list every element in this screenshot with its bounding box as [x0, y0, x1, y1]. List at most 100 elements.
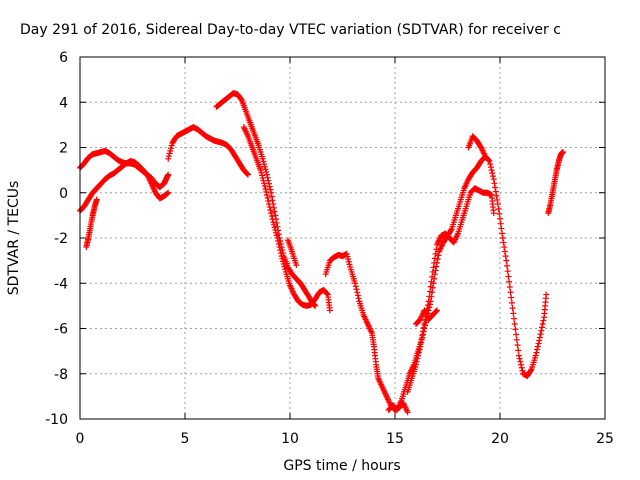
data-point — [537, 331, 544, 338]
data-point — [497, 215, 503, 222]
data-point — [510, 310, 517, 317]
data-point — [273, 232, 280, 239]
data-point — [429, 273, 436, 280]
data-point — [345, 256, 352, 263]
data-point — [345, 258, 352, 265]
data-point — [269, 197, 276, 204]
y-tick-label: -6 — [54, 322, 68, 338]
data-point — [507, 289, 514, 296]
y-tick-label: -2 — [54, 231, 68, 247]
data-point — [488, 167, 495, 174]
data-point — [414, 355, 421, 362]
data-point — [265, 198, 272, 205]
data-point — [258, 169, 265, 176]
data-point — [404, 409, 411, 416]
y-tick-label: -10 — [45, 412, 68, 428]
data-point — [280, 258, 286, 265]
data-point — [274, 235, 281, 241]
data-point — [354, 292, 361, 299]
data-point — [413, 361, 419, 368]
data-point — [428, 278, 435, 285]
data-series-6 — [240, 124, 333, 314]
x-tick-label: 15 — [386, 431, 404, 447]
data-point — [532, 352, 539, 359]
data-point — [504, 262, 510, 269]
data-point — [493, 192, 500, 199]
data-point — [427, 288, 433, 295]
data-point — [352, 280, 359, 287]
x-tick-label: 25 — [596, 431, 614, 447]
data-point — [244, 170, 251, 177]
data-point — [261, 180, 268, 187]
x-axis-label: GPS time / hours — [283, 458, 400, 474]
data-point — [165, 189, 172, 196]
data-point — [429, 268, 436, 275]
data-point — [420, 324, 427, 331]
data-point — [419, 332, 426, 339]
data-point — [509, 305, 516, 312]
data-series-10 — [404, 185, 497, 395]
data-point — [518, 361, 524, 368]
data-point — [492, 188, 499, 195]
data-point — [312, 302, 319, 309]
data-point — [270, 221, 277, 228]
data-point — [494, 196, 501, 203]
data-point — [513, 331, 520, 338]
data-point — [276, 244, 283, 251]
data-point — [489, 170, 496, 177]
data-point — [347, 264, 354, 271]
data-point — [271, 224, 278, 231]
data-series-1 — [77, 147, 172, 191]
data-series-8 — [322, 250, 411, 416]
data-point — [421, 320, 428, 327]
data-point — [511, 320, 518, 327]
data-point — [420, 328, 426, 335]
data-point — [353, 286, 360, 293]
data-point — [352, 283, 359, 290]
data-point — [534, 343, 541, 350]
x-axis-ticks: 0 5 10 15 20 25 — [76, 57, 614, 447]
grid-lines — [80, 57, 605, 419]
data-point — [262, 166, 269, 173]
data-point — [502, 253, 509, 260]
plot-frame — [79, 56, 606, 420]
data-point — [517, 358, 524, 365]
data-point — [264, 195, 271, 202]
data-point — [416, 346, 423, 353]
data-point — [487, 164, 494, 171]
data-point — [278, 253, 285, 260]
data-point — [508, 299, 515, 306]
data-point — [506, 278, 513, 285]
data-point — [263, 169, 270, 176]
data-point — [448, 227, 454, 234]
data-point — [433, 308, 440, 315]
data-point — [282, 266, 289, 273]
data-point — [273, 229, 279, 236]
data-point — [512, 326, 519, 333]
data-series-13 — [545, 149, 566, 217]
data-point — [496, 210, 503, 217]
data-point — [540, 317, 547, 324]
data-point — [274, 223, 281, 230]
data-point — [280, 261, 287, 268]
data-point — [413, 358, 420, 365]
data-point — [417, 339, 424, 346]
data-point — [267, 207, 274, 214]
data-series-5 — [213, 90, 319, 309]
data-point — [499, 235, 506, 241]
data-point — [263, 188, 270, 195]
data-point — [485, 157, 492, 164]
data-point — [501, 248, 508, 255]
data-point — [269, 216, 276, 223]
data-point — [168, 142, 175, 149]
data-point — [494, 201, 501, 208]
data-point — [268, 210, 275, 217]
data-point — [281, 263, 288, 270]
data-point — [343, 250, 350, 257]
y-axis-label: SDTVAR / TECUs — [6, 181, 22, 296]
data-points — [77, 90, 566, 416]
data-point — [272, 212, 279, 219]
data-point — [267, 186, 274, 193]
data-point — [272, 227, 279, 234]
data-point — [261, 182, 268, 189]
